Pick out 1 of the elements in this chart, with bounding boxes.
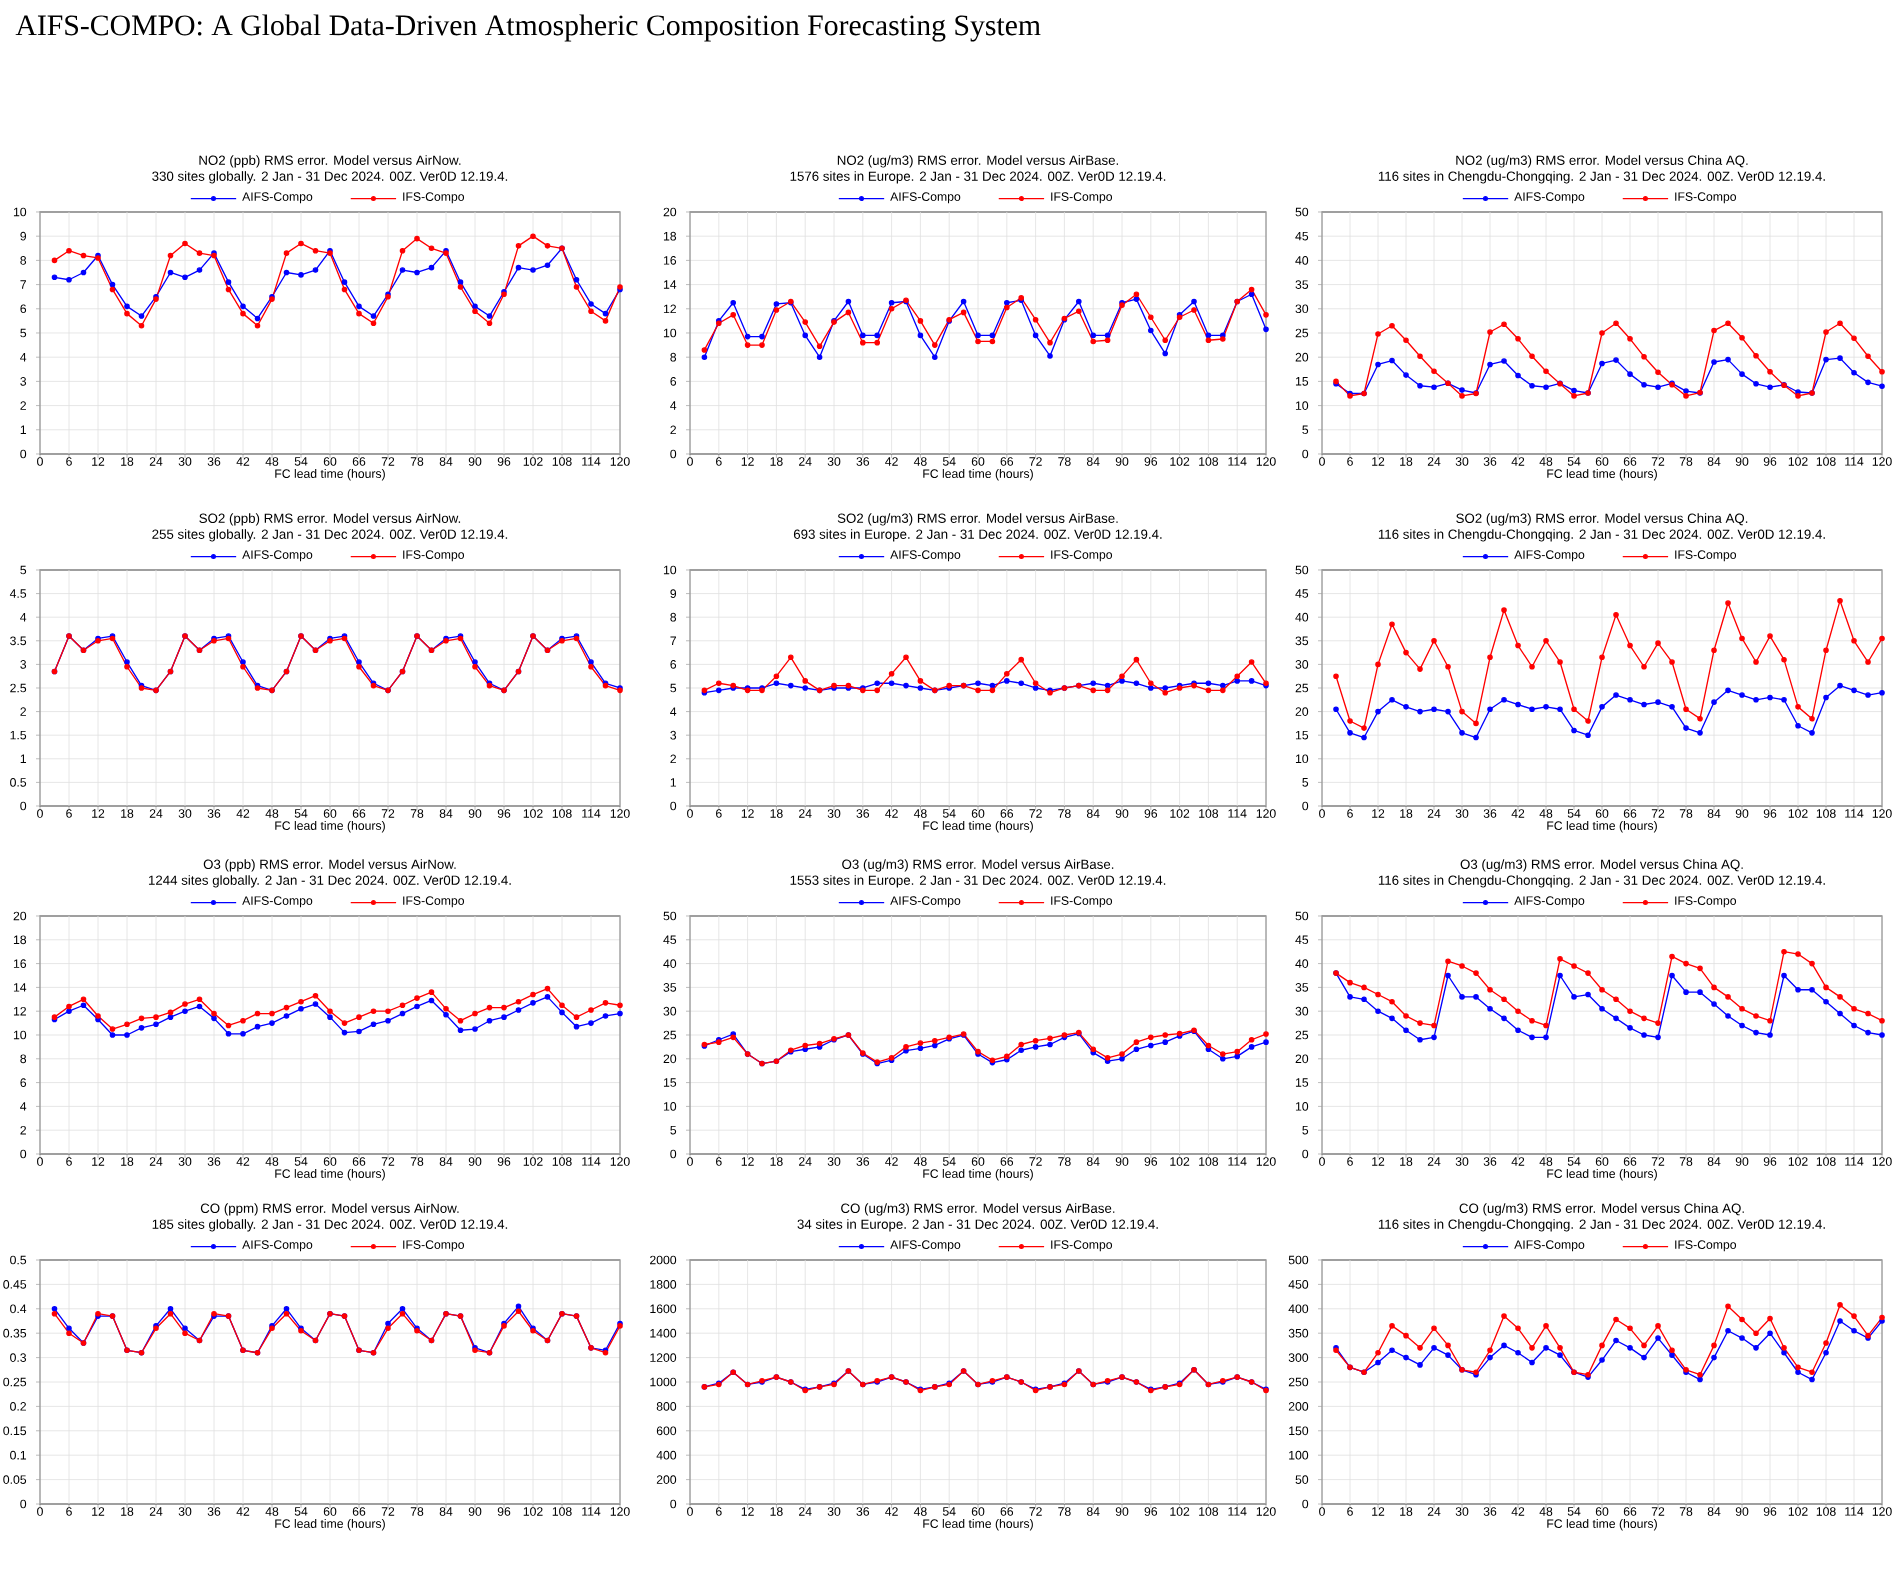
- text: AIFS-COMPO: A Global Data-Driven Atmospheric Composition Forecasting System: [15, 14, 1041, 42]
